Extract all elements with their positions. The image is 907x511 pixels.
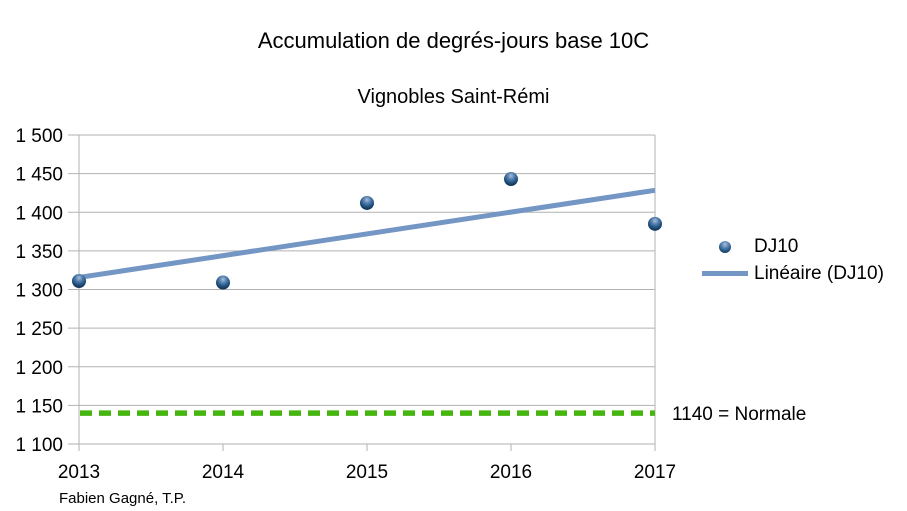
x-tick-label: 2017 [634,462,676,483]
legend-label-dj10: DJ10 [754,235,799,257]
y-tick-label: 1 300 [15,281,63,302]
x-tick-label: 2013 [58,462,100,483]
data-point [504,172,518,187]
trend-line [78,187,656,280]
y-tick-label: 1 100 [15,435,63,456]
data-point [360,195,374,210]
y-tick-label: 1 150 [15,396,63,417]
y-tick-label: 1 400 [15,203,63,224]
normale-label: 1140 = Normale [672,404,806,425]
y-tick-label: 1 250 [15,319,63,340]
chart-subtitle: Vignobles Saint-Rémi [357,86,550,108]
legend-item-dj10: DJ10 [701,233,884,260]
legend-swatch [701,271,749,276]
x-tick-label: 2015 [346,462,388,483]
chart-title: Accumulation de degrés-jours base 10C [257,28,650,53]
x-tick-label: 2016 [490,462,532,483]
data-point [648,216,662,231]
legend: DJ10 Linéaire (DJ10) [701,233,884,287]
y-tick-label: 1 500 [15,126,63,147]
legend-swatch [701,240,749,253]
legend-label-lineaire: Linéaire (DJ10) [754,262,884,284]
x-tick-label: 2014 [202,462,245,483]
data-point [72,274,86,289]
point-marker-icon [719,240,731,253]
y-tick-label: 1 200 [15,358,63,379]
y-tick-label: 1 350 [15,242,63,263]
legend-item-lineaire: Linéaire (DJ10) [701,260,884,287]
trendline-marker-icon [702,271,748,276]
data-point [216,275,230,290]
credit-text: Fabien Gagné, T.P. [59,490,187,507]
y-tick-label: 1 450 [15,165,63,186]
